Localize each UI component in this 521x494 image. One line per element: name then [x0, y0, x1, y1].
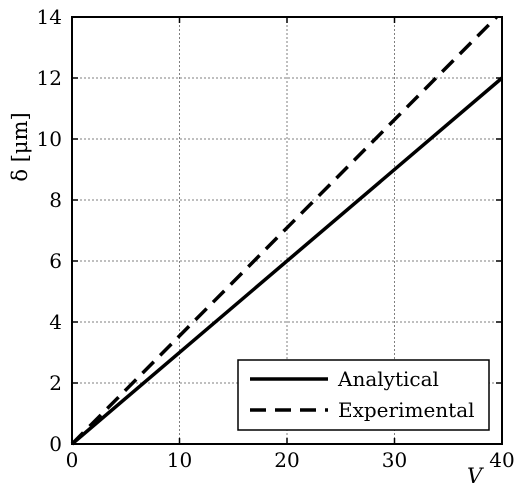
y-tick-label: 4 [49, 310, 62, 334]
tick-marks [71, 16, 503, 445]
series-line-experimental [70, 15, 498, 446]
x-tick-label: 30 [382, 448, 407, 472]
series-lines [70, 15, 504, 446]
y-tick-label: 2 [49, 371, 62, 395]
legend: Analytical Experimental [237, 359, 490, 431]
legend-box [237, 359, 490, 431]
x-tick-label: 40 [489, 448, 514, 472]
y-tick-label: 12 [37, 66, 62, 90]
y-tick-label: 10 [37, 127, 62, 151]
x-axis-label: V [467, 464, 484, 488]
x-tick-label: 10 [167, 448, 192, 472]
legend-label: Experimental [338, 398, 475, 422]
y-tick-label: 0 [49, 432, 62, 456]
y-tick-label: 14 [37, 5, 62, 29]
y-axis-label: δ [μm] [8, 112, 32, 181]
tick-labels: 0 10 20 30 40 0 2 4 6 8 10 12 14 [37, 5, 515, 472]
y-tick-label: 6 [49, 249, 62, 273]
y-tick-label: 8 [49, 188, 62, 212]
series-line-analytical [70, 76, 504, 446]
legend-label: Analytical [337, 367, 439, 391]
x-tick-label: 20 [274, 448, 299, 472]
x-tick-label: 0 [66, 448, 79, 472]
